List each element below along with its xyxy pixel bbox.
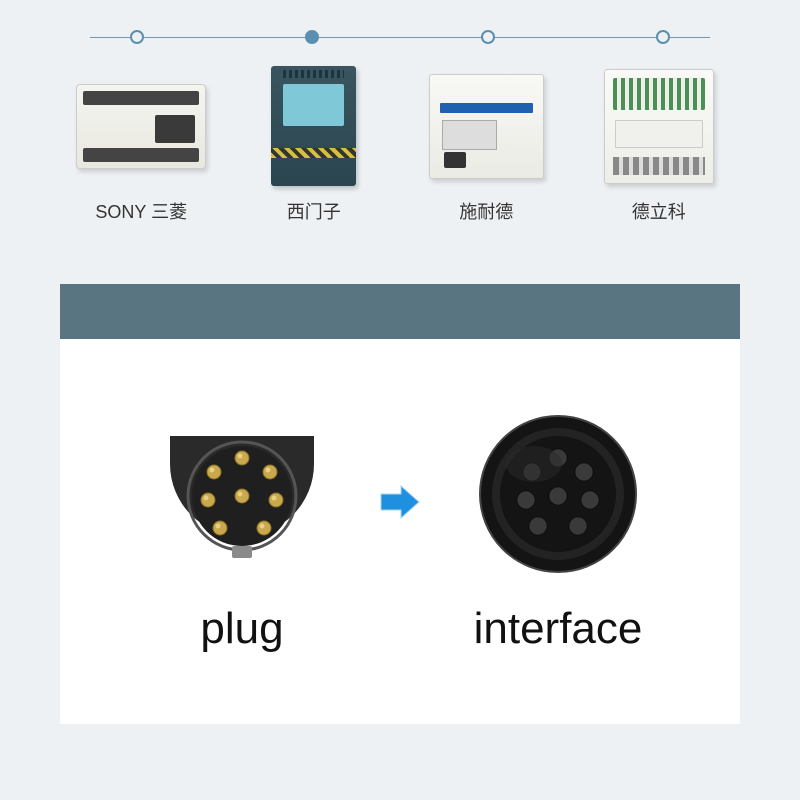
connector-body: plug interface <box>60 339 740 724</box>
interface-group: interface <box>473 409 643 654</box>
timeline-dot <box>656 30 670 44</box>
plc-device-icon <box>76 84 206 169</box>
product-item: 西门子 <box>233 66 396 224</box>
connector-header-bar <box>60 284 740 339</box>
timeline-dot <box>130 30 144 44</box>
plug-label: plug <box>200 604 283 654</box>
product-label: SONY 三菱 <box>95 198 187 224</box>
product-image-mitsubishi <box>71 66 211 186</box>
timeline-dots <box>90 30 710 44</box>
product-item: 德立科 <box>578 66 741 224</box>
arrow-right-icon <box>377 480 423 524</box>
product-label: 德立科 <box>632 198 686 224</box>
products-timeline-section: SONY 三菱 西门子 施耐德 德立科 <box>0 0 800 264</box>
timeline-dot <box>481 30 495 44</box>
product-row: SONY 三菱 西门子 施耐德 德立科 <box>60 66 740 224</box>
product-item: SONY 三菱 <box>60 66 223 224</box>
interface-icon <box>473 409 643 579</box>
interface-label: interface <box>474 604 643 654</box>
product-item: 施耐德 <box>405 66 568 224</box>
product-image-delike <box>589 66 729 186</box>
plug-icon <box>157 409 327 579</box>
product-image-siemens <box>244 66 384 186</box>
plc-device-icon <box>271 66 356 186</box>
product-image-schneider <box>416 66 556 186</box>
plc-device-icon <box>429 74 544 179</box>
plc-device-icon <box>604 69 714 184</box>
plug-group: plug <box>157 409 327 654</box>
timeline <box>90 30 710 46</box>
product-label: 施耐德 <box>459 198 513 224</box>
product-label: 西门子 <box>287 198 341 224</box>
connector-section: plug interface <box>60 284 740 724</box>
timeline-dot <box>305 30 319 44</box>
